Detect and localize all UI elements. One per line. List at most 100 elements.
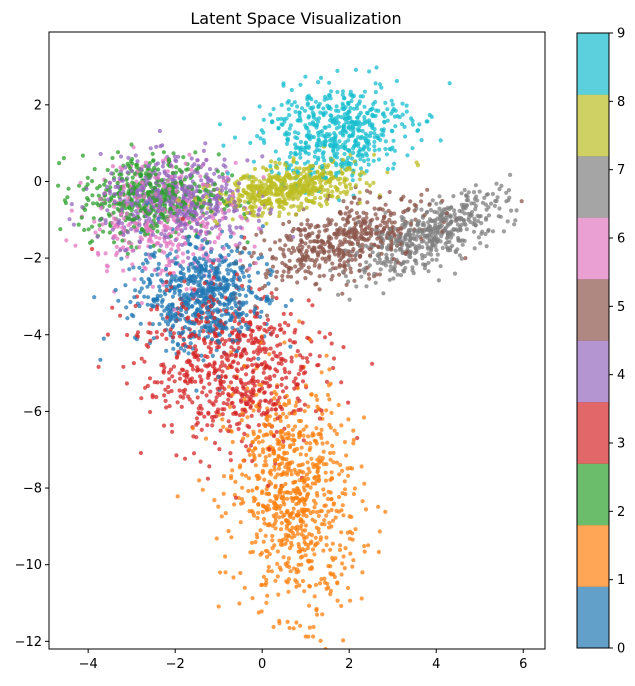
scatter-point [339,530,344,535]
scatter-point [230,468,235,473]
scatter-point [324,535,329,540]
scatter-point [259,335,264,340]
scatter-point [289,87,294,93]
scatter-point [250,449,255,454]
scatter-point [338,145,343,150]
scatter-point [251,209,256,214]
scatter-point [325,392,331,398]
scatter-point [221,474,227,479]
scatter-point [201,200,206,205]
scatter-point [277,446,282,452]
scatter-point [264,463,269,468]
scatter-point [283,432,288,437]
scatter-point [340,561,345,566]
scatter-point [95,234,100,239]
scatter-point [447,239,452,244]
scatter-point [296,371,301,377]
scatter-point [216,152,221,157]
scatter-point [236,285,241,290]
scatter-point [171,364,177,369]
scatter-point [286,556,291,561]
scatter-point [262,321,267,326]
scatter-point [297,469,302,474]
scatter-point [118,154,124,159]
scatter-point [228,451,233,456]
scatter-point [328,118,333,123]
scatter-point [306,434,311,439]
scatter-point [390,102,395,107]
scatter-point [235,248,240,253]
scatter-point [334,460,340,465]
scatter-point [347,297,352,302]
scatter-point [247,266,252,271]
scatter-point [398,273,404,278]
scatter-point [414,203,419,208]
scatter-point [389,128,394,133]
scatter-point [189,156,194,161]
scatter-point [270,357,275,362]
scatter-point [396,237,401,242]
scatter-point [205,176,210,181]
scatter-point [271,401,277,407]
scatter-point [309,392,314,397]
scatter-point [29,150,33,154]
chart-title: Latent Space Visualization [190,9,401,28]
scatter-point [240,485,245,490]
scatter-point [344,205,349,210]
scatter-point [82,227,87,233]
scatter-point [324,379,330,384]
scatter-point [426,260,431,265]
scatter-point [347,239,352,244]
scatter-point [275,574,280,579]
scatter-point [233,479,238,484]
scatter-point [345,530,350,535]
scatter-point [216,504,221,509]
scatter-point [336,170,341,175]
scatter-point [167,370,172,375]
scatter-point [284,523,289,529]
scatter-point [293,146,298,151]
scatter-point [227,227,232,232]
scatter-point [105,208,110,213]
scatter-point [440,245,445,250]
scatter-point [357,268,362,273]
scatter-point [252,166,258,172]
scatter-point [252,314,258,319]
scatter-point [219,188,225,193]
scatter-point [245,192,250,197]
scatter-point [267,301,272,306]
scatter-point [259,255,264,260]
scatter-point [360,128,365,134]
scatter-point [309,223,314,228]
scatter-point [210,353,215,358]
scatter-point [187,234,192,239]
scatter-point [357,124,362,129]
scatter-point [336,120,341,125]
scatter-point [213,377,218,382]
scatter-point [237,300,242,305]
scatter-point [195,395,200,400]
scatter-point [196,165,201,171]
scatter-point [439,234,444,239]
scatter-point [286,166,292,171]
scatter-point [108,223,113,228]
scatter-point [142,359,147,364]
scatter-point [165,322,171,327]
scatter-point [350,173,355,178]
scatter-point [225,171,230,176]
scatter-point [181,367,186,373]
scatter-point [398,231,403,236]
scatter-point [217,227,222,232]
scatter-point [254,232,259,237]
scatter-point [374,108,379,113]
scatter-point [84,202,89,207]
scatter-point [258,136,263,141]
scatter-point [255,379,260,384]
scatter-point [230,202,235,207]
scatter-point [246,273,251,279]
scatter-point [389,98,394,103]
scatter-point [208,209,214,214]
scatter-point [201,257,206,262]
scatter-point [335,89,340,95]
scatter-point [219,313,224,318]
